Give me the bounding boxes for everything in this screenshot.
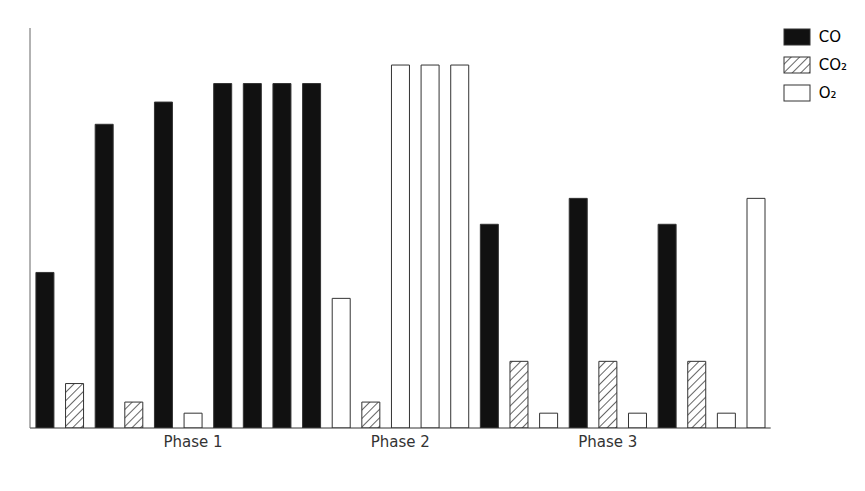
svg-text:Phase 2: Phase 2 [371,433,430,451]
html-text:CO: CO [818,28,841,46]
svg-text:Phase 3: Phase 3 [578,433,637,451]
html-text:O₂: O₂ [818,84,837,102]
html-text:CO₂: CO₂ [818,56,847,74]
svg-text:Phase 1: Phase 1 [163,433,222,451]
